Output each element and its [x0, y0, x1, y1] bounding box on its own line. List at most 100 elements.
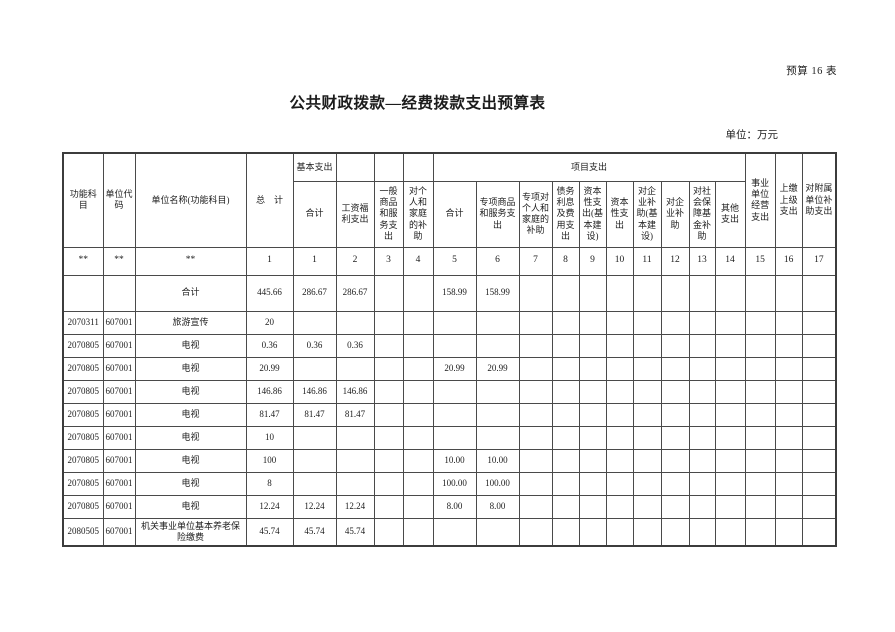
other-expenditure-header: 其他支出 [714, 180, 746, 248]
table-cell [801, 274, 837, 312]
table-cell [518, 425, 553, 450]
basic-expenditure-group-header: 基本支出 [292, 152, 337, 182]
table-cell [373, 517, 404, 547]
table-cell [660, 379, 690, 404]
table-cell [714, 310, 746, 335]
table-cell [774, 333, 803, 358]
table-cell [373, 274, 404, 312]
column-number-cell: 9 [578, 246, 607, 276]
table-cell [660, 425, 690, 450]
table-cell: 607001 [102, 356, 136, 381]
table-cell [714, 333, 746, 358]
table-cell [402, 274, 434, 312]
table-cell [432, 379, 477, 404]
table-cell [632, 333, 662, 358]
sheet-number-label: 预算 16 表 [786, 66, 837, 77]
table-cell [373, 471, 404, 496]
special-goods-services-header: 专项商品和服务支出 [475, 180, 520, 248]
table-cell [578, 274, 607, 312]
general-goods-services-header: 一般商品和服务支出 [373, 180, 404, 248]
table-cell [373, 402, 404, 427]
table-cell [551, 333, 580, 358]
table-cell [432, 310, 477, 335]
table-cell [632, 402, 662, 427]
table-cell [688, 471, 716, 496]
table-cell [660, 333, 690, 358]
table-cell [774, 494, 803, 519]
table-cell [578, 379, 607, 404]
empty-group-cell [335, 152, 375, 182]
table-cell [518, 333, 553, 358]
table-cell: 2070311 [62, 310, 104, 335]
column-number-cell: 1 [292, 246, 337, 276]
project-subtotal-header: 合计 [432, 180, 477, 248]
table-cell: 电视 [134, 471, 247, 496]
table-cell [402, 425, 434, 450]
table-cell: 电视 [134, 333, 247, 358]
table-cell [292, 425, 337, 450]
table-cell [660, 517, 690, 547]
table-cell [660, 274, 690, 312]
column-number-cell: 10 [605, 246, 634, 276]
table-cell [518, 448, 553, 473]
column-number-cell: 16 [774, 246, 803, 276]
table-cell [774, 425, 803, 450]
table-cell [632, 356, 662, 381]
table-cell [292, 310, 337, 335]
table-cell [660, 494, 690, 519]
table-cell [605, 402, 634, 427]
table-cell [688, 517, 716, 547]
column-number-cell: 4 [402, 246, 434, 276]
table-cell [402, 448, 434, 473]
social-security-fund-subsidy-header: 对社会保障基金补助 [688, 180, 716, 248]
table-cell [432, 333, 477, 358]
table-cell: 2070805 [62, 494, 104, 519]
table-cell [373, 356, 404, 381]
table-cell [518, 402, 553, 427]
table-cell [402, 333, 434, 358]
table-cell [373, 333, 404, 358]
capital-expenditure-header: 资本性支出 [605, 180, 634, 248]
table-cell: 607001 [102, 517, 136, 547]
table-cell [774, 379, 803, 404]
table-cell: 电视 [134, 494, 247, 519]
table-cell [402, 310, 434, 335]
table-cell: 12.24 [245, 494, 294, 519]
table-cell [432, 425, 477, 450]
table-cell [551, 356, 580, 381]
table-cell [475, 333, 520, 358]
table-cell: 607001 [102, 425, 136, 450]
column-number-cell: 2 [335, 246, 375, 276]
table-cell [660, 471, 690, 496]
table-cell [801, 379, 837, 404]
table-cell [578, 310, 607, 335]
table-cell [801, 471, 837, 496]
special-individual-family-header: 专项对个人和家庭的补助 [518, 180, 553, 248]
table-cell: 607001 [102, 402, 136, 427]
table-cell [688, 425, 716, 450]
table-cell: 607001 [102, 379, 136, 404]
table-cell [373, 494, 404, 519]
table-cell [774, 310, 803, 335]
affiliated-subsidy-header: 对附属单位补助支出 [801, 152, 837, 248]
table-cell [714, 274, 746, 312]
table-cell [801, 356, 837, 381]
unit-code-header: 单位代码 [102, 152, 136, 248]
column-number-cell: 13 [688, 246, 716, 276]
table-cell [402, 517, 434, 547]
table-cell [688, 402, 716, 427]
table-cell [551, 425, 580, 450]
table-cell [373, 448, 404, 473]
column-number-cell: ** [102, 246, 136, 276]
table-cell: 2080505 [62, 517, 104, 547]
table-cell: 45.74 [245, 517, 294, 547]
table-cell [660, 310, 690, 335]
table-cell [660, 356, 690, 381]
basic-subtotal-header: 合计 [292, 180, 337, 248]
table-cell [660, 402, 690, 427]
table-cell [632, 310, 662, 335]
table-cell: 电视 [134, 425, 247, 450]
table-cell [402, 356, 434, 381]
table-cell [714, 517, 746, 547]
table-cell [605, 274, 634, 312]
